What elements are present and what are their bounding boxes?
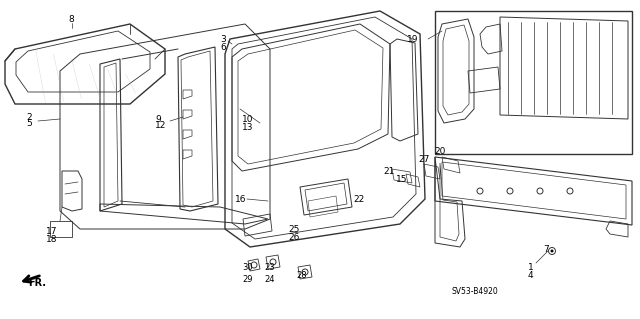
Text: 25: 25 — [288, 225, 300, 234]
Text: 13: 13 — [242, 122, 253, 131]
Text: 12: 12 — [155, 122, 166, 130]
Text: 27: 27 — [418, 154, 429, 164]
Circle shape — [551, 250, 553, 252]
Text: 3: 3 — [220, 34, 226, 43]
Text: SV53-B4920: SV53-B4920 — [452, 286, 499, 295]
Text: 20: 20 — [434, 146, 445, 155]
Text: 10: 10 — [242, 115, 253, 123]
Text: 23: 23 — [264, 263, 275, 271]
Text: 21: 21 — [383, 167, 394, 175]
Text: 1: 1 — [528, 263, 534, 271]
Text: 5: 5 — [26, 120, 32, 129]
Text: 2: 2 — [26, 113, 31, 122]
Text: 7: 7 — [543, 244, 548, 254]
Text: 16: 16 — [235, 195, 246, 204]
Text: FR.: FR. — [28, 278, 46, 288]
Text: 24: 24 — [264, 275, 275, 284]
Text: 22: 22 — [353, 195, 364, 204]
Text: 9: 9 — [155, 115, 161, 123]
Text: 19: 19 — [407, 34, 419, 43]
Text: 29: 29 — [242, 275, 253, 284]
Text: 6: 6 — [220, 42, 226, 51]
Text: 18: 18 — [46, 234, 58, 243]
Text: 8: 8 — [68, 14, 74, 24]
Text: 17: 17 — [46, 226, 58, 235]
Text: 26: 26 — [288, 233, 300, 241]
Text: 4: 4 — [528, 271, 534, 279]
Text: 30: 30 — [242, 263, 253, 271]
Text: 28: 28 — [296, 271, 307, 279]
Text: 15: 15 — [396, 174, 408, 183]
